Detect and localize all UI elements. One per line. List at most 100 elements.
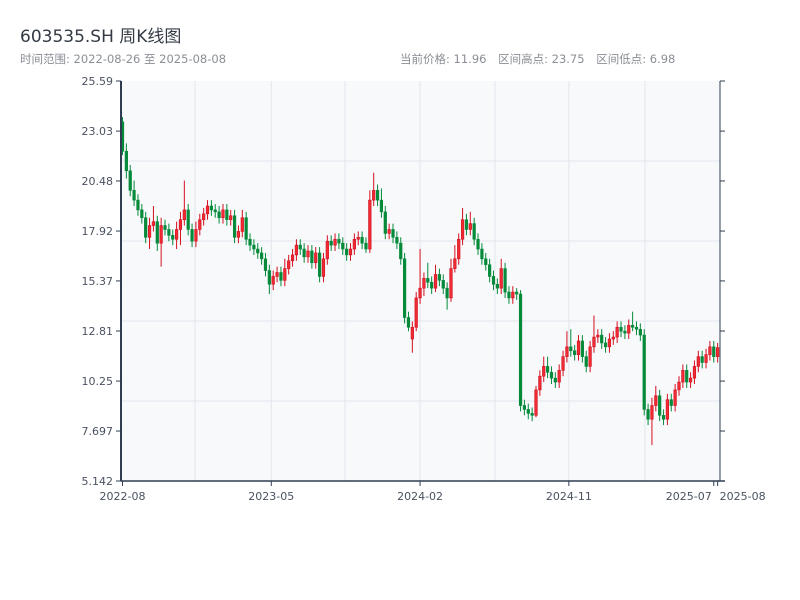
candle-down — [472, 223, 476, 240]
candle-down — [379, 199, 384, 213]
candle-down — [225, 209, 229, 220]
candle-down — [310, 250, 314, 264]
candle-down — [124, 150, 128, 172]
candle-up — [716, 347, 720, 357]
range-low: 区间低点: 6.98 — [596, 52, 676, 66]
candle-down — [426, 278, 430, 283]
candle-up — [565, 346, 569, 357]
candle-down — [213, 209, 217, 213]
candle-up — [178, 219, 183, 230]
candle-down — [503, 268, 507, 293]
candle-down — [248, 238, 252, 246]
candle-up — [414, 297, 418, 328]
y-tick-label: 23.03 — [82, 125, 114, 138]
y-tick-label: 15.37 — [82, 275, 114, 288]
candle-up — [433, 274, 438, 289]
candle-down — [345, 248, 349, 256]
candle-up — [271, 276, 275, 285]
candle-up — [650, 405, 654, 420]
candle-down — [638, 328, 642, 336]
candle-up — [333, 238, 337, 246]
candle-up — [468, 223, 472, 230]
candle-up — [422, 278, 426, 289]
candle-up — [708, 346, 712, 355]
candle-down — [430, 281, 434, 289]
candle-down — [171, 235, 175, 240]
y-tick-label: 20.48 — [82, 175, 114, 188]
candle-up — [175, 229, 179, 240]
candle-down — [437, 274, 441, 281]
candle-down — [256, 248, 260, 254]
candle-down — [217, 211, 221, 219]
candle-up — [704, 354, 708, 363]
candle-up — [677, 381, 681, 391]
candle-up — [596, 334, 600, 338]
candle-down — [623, 330, 627, 334]
candle-up — [499, 268, 503, 289]
candle-down — [661, 415, 666, 420]
candle-up — [418, 287, 422, 299]
candle-down — [480, 248, 484, 260]
candle-up — [511, 291, 515, 299]
x-tick-label: 2025-08 — [720, 490, 766, 503]
x-tick-label: 2024-11 — [546, 490, 592, 503]
candle-down — [132, 190, 136, 201]
candle-up — [352, 238, 356, 250]
candle-down — [190, 229, 194, 242]
candle-up — [221, 209, 225, 219]
candle-down — [685, 370, 689, 383]
candle-up — [561, 356, 565, 371]
candle-up — [151, 221, 156, 226]
candle-up — [275, 272, 279, 277]
candle-down — [476, 238, 480, 250]
candle-up — [287, 260, 291, 269]
candle-down — [580, 340, 584, 357]
candle-up — [159, 225, 163, 244]
candle-up — [198, 219, 202, 230]
candle-up — [592, 336, 596, 348]
candle-down — [144, 217, 148, 238]
candle-up — [283, 268, 287, 281]
x-tick-label: 2022-08 — [100, 490, 146, 503]
candle-up — [665, 399, 669, 420]
candle-up — [688, 377, 693, 383]
candle-up — [306, 250, 310, 258]
candle-up — [457, 238, 461, 260]
candle-down — [631, 325, 635, 328]
range-high: 区间高点: 23.75 — [498, 52, 585, 66]
candle-down — [658, 395, 662, 416]
candle-up — [607, 338, 612, 348]
candle-down — [549, 371, 554, 379]
x-tick-label: 2023-05 — [248, 490, 294, 503]
candle-down — [515, 291, 519, 295]
y-tick-label: 25.59 — [82, 75, 114, 88]
candle-down — [317, 252, 322, 277]
candle-up — [696, 356, 700, 367]
candle-down — [526, 409, 530, 414]
candle-down — [491, 276, 496, 285]
candle-down — [484, 258, 488, 265]
candle-down — [279, 272, 283, 281]
candle-up — [410, 326, 414, 340]
candle-down — [403, 258, 407, 318]
candle-down — [260, 252, 264, 260]
candle-down — [495, 283, 499, 289]
candle-up — [229, 215, 233, 220]
candle-up — [236, 231, 241, 238]
candle-up — [615, 326, 619, 338]
candle-up — [368, 199, 372, 250]
candle-down — [128, 170, 132, 191]
candle-down — [136, 199, 140, 211]
candle-down — [603, 342, 608, 348]
candle-down — [634, 326, 639, 330]
candle-up — [534, 389, 538, 416]
candle-up — [372, 190, 376, 201]
candle-down — [406, 317, 411, 328]
candle-down — [252, 244, 256, 250]
candle-up — [314, 252, 318, 264]
candle-down — [263, 258, 268, 271]
y-tick-label: 5.142 — [82, 475, 114, 488]
candle-down — [569, 346, 573, 352]
candle-down — [399, 242, 403, 260]
